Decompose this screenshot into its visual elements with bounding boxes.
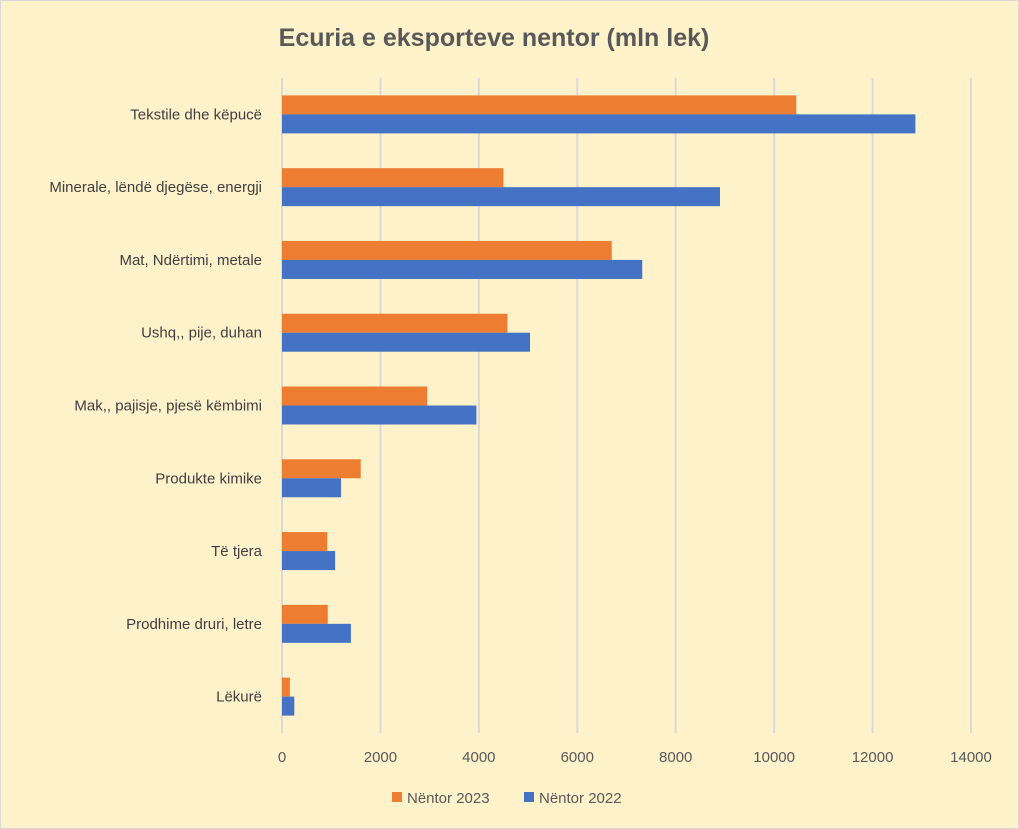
x-tick-label: 6000 bbox=[561, 749, 594, 766]
bar-nentor-2023 bbox=[282, 240, 612, 260]
category-label: Të tjera bbox=[211, 543, 263, 560]
category-label: Mat, Ndërtimi, metale bbox=[119, 252, 262, 269]
bar-nentor-2022 bbox=[282, 259, 643, 279]
bars bbox=[282, 95, 916, 716]
x-tick-label: 8000 bbox=[659, 749, 692, 766]
x-tick-label: 14000 bbox=[950, 749, 992, 766]
bar-nentor-2023 bbox=[282, 168, 504, 188]
category-labels: Tekstile dhe këpucë Minerale, lëndë djegë… bbox=[49, 106, 262, 705]
category-label: Produkte kimike bbox=[155, 470, 262, 487]
category-label: Tekstile dhe këpucë bbox=[130, 106, 262, 123]
bar-nentor-2022 bbox=[282, 478, 342, 498]
legend: Nëntor 2023 Nëntor 2022 bbox=[392, 790, 622, 807]
category-label: Prodhime druri, letre bbox=[126, 616, 262, 633]
bar-nentor-2023 bbox=[282, 313, 508, 333]
bar-nentor-2022 bbox=[282, 696, 295, 716]
bar-nentor-2022 bbox=[282, 551, 336, 571]
bar-nentor-2023 bbox=[282, 95, 797, 115]
legend-label: Nëntor 2022 bbox=[539, 790, 622, 807]
category-label: Lëkurë bbox=[216, 689, 262, 706]
category-label: Mak,, pajisje, pjesë këmbimi bbox=[74, 398, 262, 415]
bar-nentor-2023 bbox=[282, 532, 328, 552]
bar-nentor-2023 bbox=[282, 677, 290, 697]
x-tick-label: 0 bbox=[278, 749, 286, 766]
legend-label: Nëntor 2023 bbox=[407, 790, 490, 807]
x-tick-label: 10000 bbox=[753, 749, 795, 766]
category-label: Minerale, lëndë djegëse, energji bbox=[49, 179, 262, 196]
bar-nentor-2022 bbox=[282, 332, 531, 352]
bar-nentor-2022 bbox=[282, 114, 916, 134]
x-tick-label: 4000 bbox=[462, 749, 495, 766]
category-label: Ushq,, pije, duhan bbox=[141, 325, 262, 342]
legend-swatch bbox=[524, 792, 534, 802]
chart-title: Ecuria e eksporteve nentor (mln lek) bbox=[279, 24, 710, 52]
legend-swatch bbox=[392, 792, 402, 802]
x-tick-label: 12000 bbox=[852, 749, 894, 766]
x-axis-tick-labels: 0 2000 4000 6000 8000 10000 12000 14000 bbox=[278, 749, 992, 766]
x-tick-label: 2000 bbox=[364, 749, 397, 766]
bar-nentor-2022 bbox=[282, 623, 351, 643]
bar-nentor-2023 bbox=[282, 459, 361, 479]
bar-nentor-2022 bbox=[282, 405, 477, 425]
bar-nentor-2023 bbox=[282, 386, 428, 406]
bar-nentor-2023 bbox=[282, 604, 328, 624]
bar-nentor-2022 bbox=[282, 187, 721, 207]
